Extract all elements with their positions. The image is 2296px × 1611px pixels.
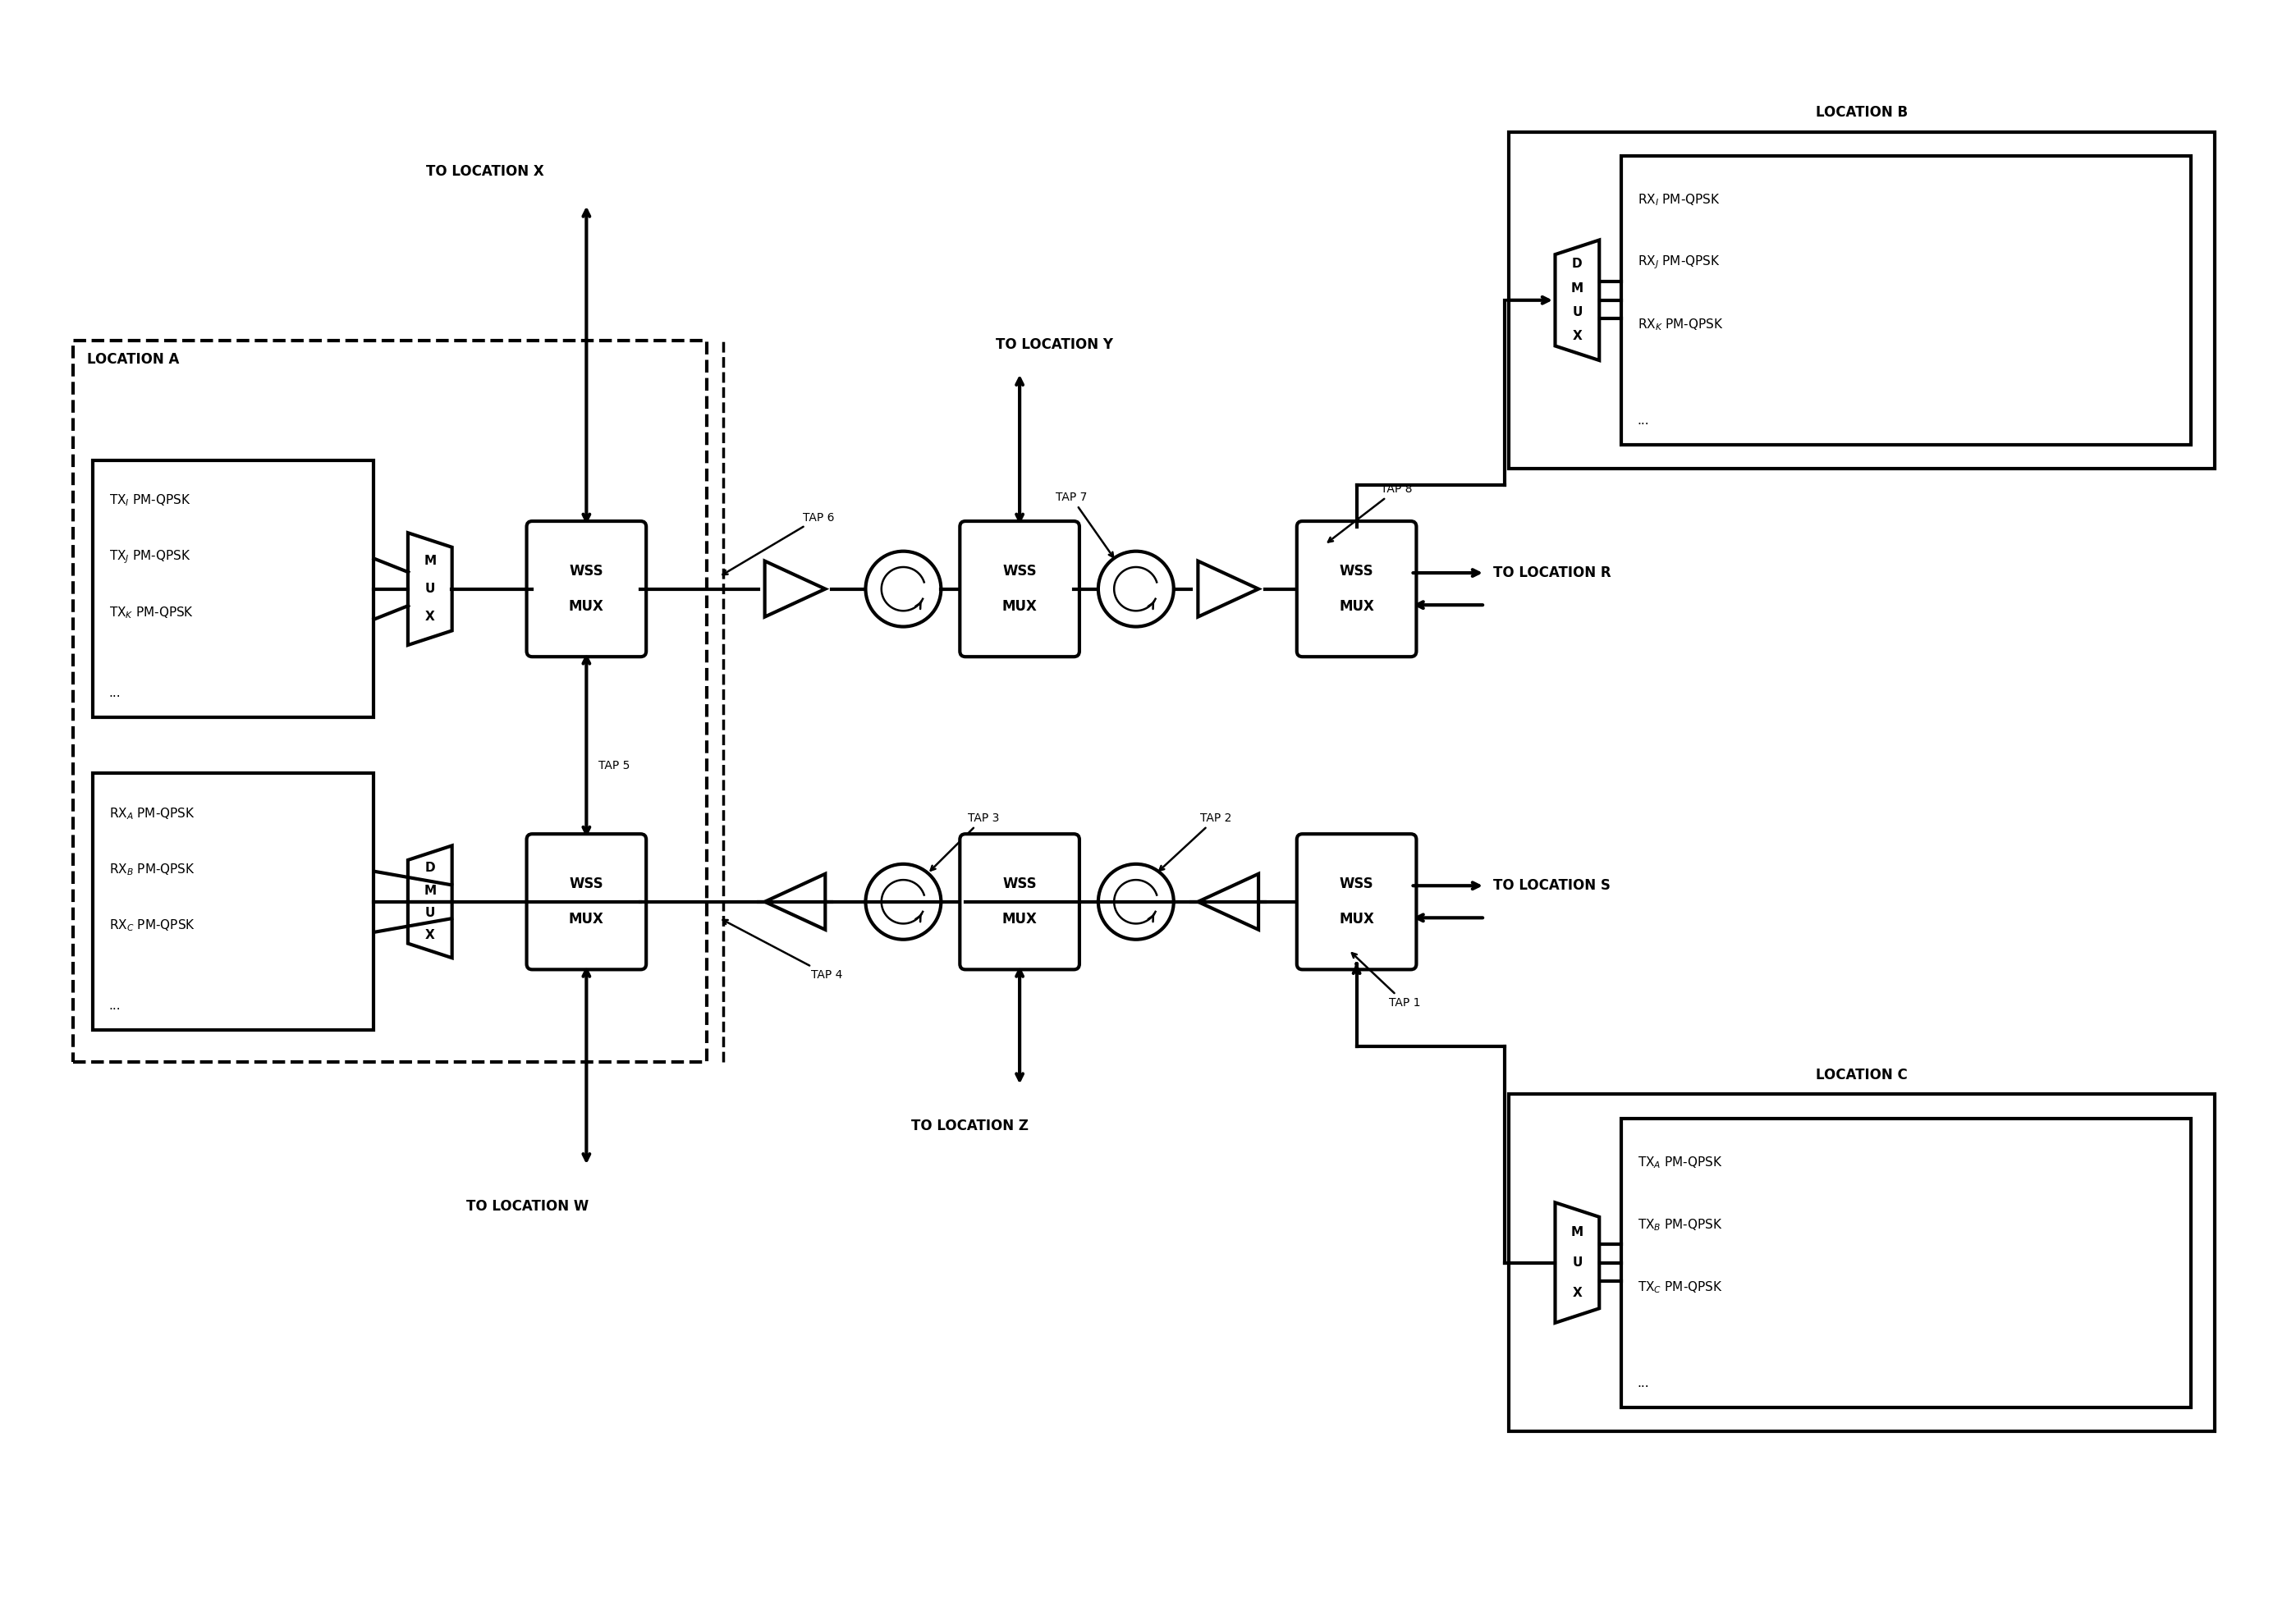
Text: TX$_I$ PM-QPSK: TX$_I$ PM-QPSK xyxy=(108,493,191,509)
Text: TAP 7: TAP 7 xyxy=(1056,491,1114,557)
Text: TO LOCATION S: TO LOCATION S xyxy=(1492,878,1609,892)
Text: M: M xyxy=(1570,1226,1584,1239)
Text: TAP 4: TAP 4 xyxy=(723,920,843,981)
Polygon shape xyxy=(765,873,824,930)
Text: TO LOCATION R: TO LOCATION R xyxy=(1492,565,1612,580)
Polygon shape xyxy=(1554,1202,1600,1323)
Text: M: M xyxy=(1570,282,1584,295)
Text: ...: ... xyxy=(1637,1377,1649,1389)
Polygon shape xyxy=(409,533,452,644)
Text: X: X xyxy=(1573,1287,1582,1298)
Text: WSS: WSS xyxy=(1003,876,1038,891)
Text: TX$_A$ PM-QPSK: TX$_A$ PM-QPSK xyxy=(1637,1155,1722,1170)
FancyBboxPatch shape xyxy=(1297,522,1417,657)
Text: WSS: WSS xyxy=(1003,564,1038,578)
Text: TO LOCATION X: TO LOCATION X xyxy=(427,164,544,179)
Circle shape xyxy=(1097,551,1173,627)
Text: TAP 5: TAP 5 xyxy=(599,760,629,772)
Text: MUX: MUX xyxy=(569,912,604,926)
Text: U: U xyxy=(425,907,434,920)
Text: TAP 8: TAP 8 xyxy=(1327,483,1412,541)
Circle shape xyxy=(866,551,941,627)
Text: RX$_A$ PM-QPSK: RX$_A$ PM-QPSK xyxy=(108,806,195,822)
Text: TAP 2: TAP 2 xyxy=(1159,812,1231,870)
Circle shape xyxy=(866,863,941,939)
FancyBboxPatch shape xyxy=(94,773,374,1029)
Text: TX$_C$ PM-QPSK: TX$_C$ PM-QPSK xyxy=(1637,1279,1722,1295)
Text: LOCATION C: LOCATION C xyxy=(1816,1068,1908,1083)
Text: D: D xyxy=(425,862,436,875)
Polygon shape xyxy=(765,561,824,617)
FancyBboxPatch shape xyxy=(526,522,645,657)
FancyBboxPatch shape xyxy=(1297,834,1417,970)
Text: RX$_B$ PM-QPSK: RX$_B$ PM-QPSK xyxy=(108,862,195,878)
FancyBboxPatch shape xyxy=(1508,1094,2216,1431)
Text: X: X xyxy=(425,930,434,941)
Text: U: U xyxy=(425,583,434,594)
Text: TO LOCATION Z: TO LOCATION Z xyxy=(912,1120,1029,1134)
Circle shape xyxy=(1097,863,1173,939)
FancyBboxPatch shape xyxy=(960,522,1079,657)
Text: LOCATION A: LOCATION A xyxy=(87,353,179,367)
Text: MUX: MUX xyxy=(1339,912,1375,926)
Polygon shape xyxy=(1199,873,1258,930)
Text: LOCATION B: LOCATION B xyxy=(1816,105,1908,119)
Text: X: X xyxy=(1573,330,1582,343)
Text: M: M xyxy=(425,554,436,567)
Text: ...: ... xyxy=(108,1000,122,1012)
FancyBboxPatch shape xyxy=(94,461,374,717)
Text: TX$_K$ PM-QPSK: TX$_K$ PM-QPSK xyxy=(108,606,193,620)
Text: M: M xyxy=(425,884,436,897)
FancyBboxPatch shape xyxy=(960,834,1079,970)
Text: WSS: WSS xyxy=(569,564,604,578)
Text: ...: ... xyxy=(108,686,122,699)
Text: U: U xyxy=(1573,1257,1582,1269)
Text: D: D xyxy=(1573,258,1582,271)
Text: WSS: WSS xyxy=(1339,876,1373,891)
Text: MUX: MUX xyxy=(1339,599,1375,614)
Text: RX$_K$ PM-QPSK: RX$_K$ PM-QPSK xyxy=(1637,317,1724,333)
FancyBboxPatch shape xyxy=(526,834,645,970)
Text: MUX: MUX xyxy=(1001,912,1038,926)
Text: U: U xyxy=(1573,306,1582,319)
Text: TX$_J$ PM-QPSK: TX$_J$ PM-QPSK xyxy=(108,548,191,565)
Text: ...: ... xyxy=(1637,414,1649,427)
Text: MUX: MUX xyxy=(1001,599,1038,614)
Text: TAP 3: TAP 3 xyxy=(930,812,999,870)
FancyBboxPatch shape xyxy=(1621,156,2190,445)
Polygon shape xyxy=(409,846,452,959)
Text: X: X xyxy=(425,611,434,623)
Text: TO LOCATION W: TO LOCATION W xyxy=(466,1199,588,1215)
FancyBboxPatch shape xyxy=(1508,132,2216,469)
Text: WSS: WSS xyxy=(1339,564,1373,578)
Polygon shape xyxy=(1199,561,1258,617)
Text: WSS: WSS xyxy=(569,876,604,891)
FancyBboxPatch shape xyxy=(1621,1118,2190,1406)
Text: RX$_C$ PM-QPSK: RX$_C$ PM-QPSK xyxy=(108,918,195,933)
Text: TX$_B$ PM-QPSK: TX$_B$ PM-QPSK xyxy=(1637,1218,1722,1232)
Text: RX$_J$ PM-QPSK: RX$_J$ PM-QPSK xyxy=(1637,255,1720,271)
Polygon shape xyxy=(1554,240,1600,361)
Text: RX$_I$ PM-QPSK: RX$_I$ PM-QPSK xyxy=(1637,192,1720,208)
Text: TO LOCATION Y: TO LOCATION Y xyxy=(996,337,1114,351)
Text: TAP 6: TAP 6 xyxy=(723,512,836,575)
Text: TAP 1: TAP 1 xyxy=(1352,954,1421,1008)
Text: MUX: MUX xyxy=(569,599,604,614)
